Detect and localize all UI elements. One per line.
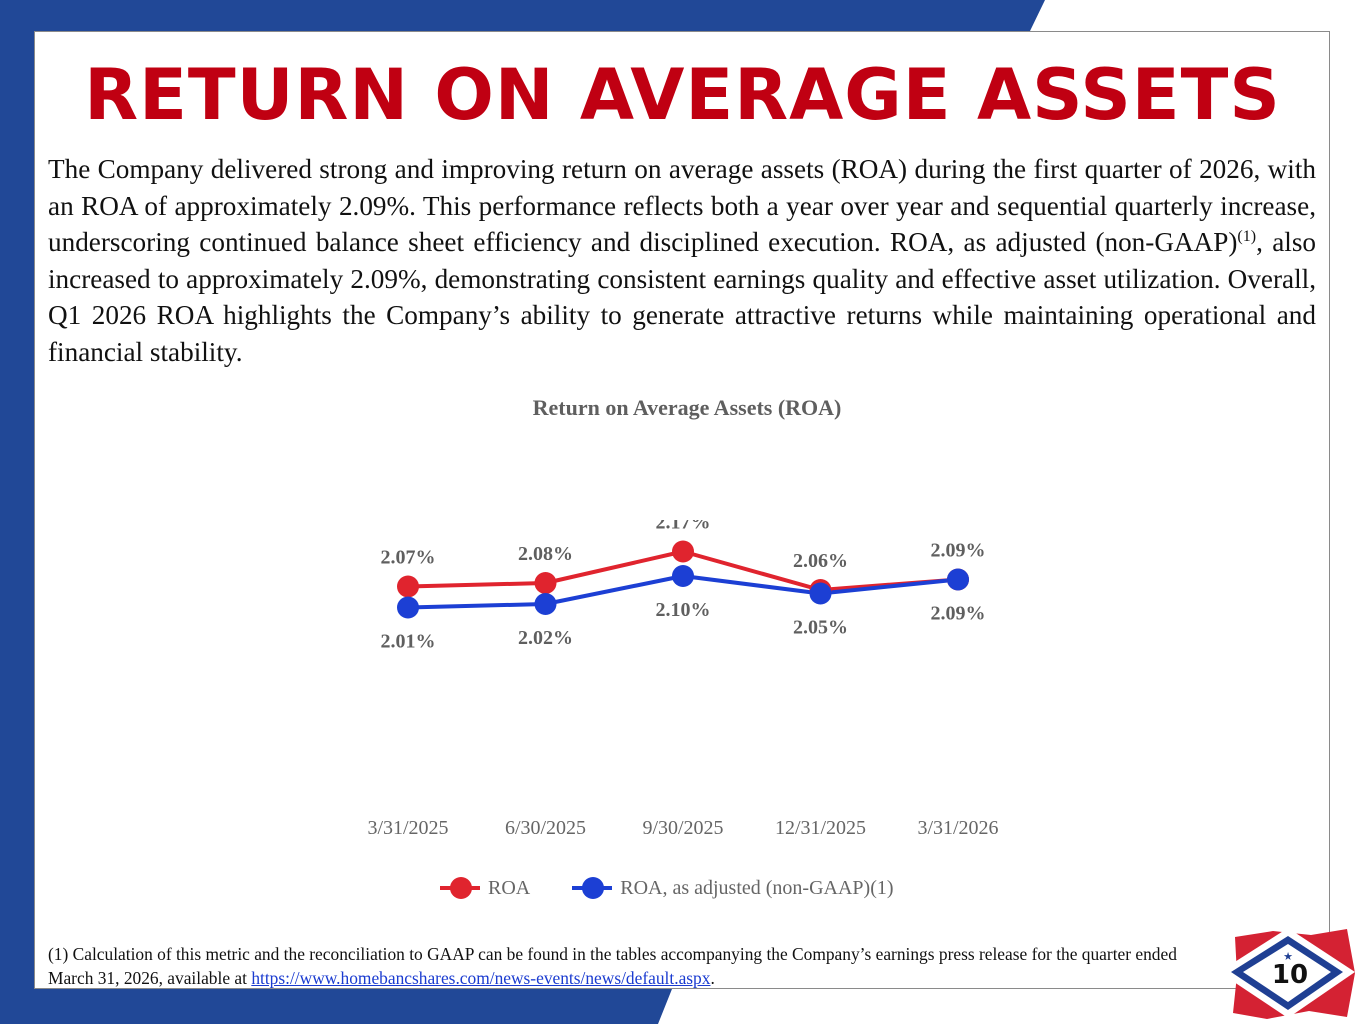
- data-point-adjusted-roa: [947, 568, 969, 591]
- footnote-period: .: [710, 968, 715, 988]
- badge-inner-white-diamond: [1243, 944, 1331, 1002]
- slide-title: RETURN ON AVERAGE ASSETS: [84, 54, 1281, 136]
- data-label-adjusted-roa: 2.05%: [793, 617, 848, 639]
- summary-paragraph: The Company delivered strong and improvi…: [48, 151, 1316, 370]
- earnings-release-link[interactable]: https://www.homebancshares.com/news-even…: [251, 968, 711, 988]
- data-point-adjusted-roa: [672, 565, 694, 587]
- data-label-adjusted-roa: 2.10%: [656, 599, 711, 621]
- data-label-roa: 2.09%: [931, 540, 986, 562]
- data-label-roa: 2.17%: [656, 520, 711, 534]
- x-axis-tick-label: 6/30/2025: [505, 817, 586, 839]
- data-label-adjusted-roa: 2.02%: [518, 627, 573, 649]
- footnote: (1) Calculation of this metric and the r…: [48, 942, 1188, 990]
- data-label-roa: 2.06%: [793, 550, 848, 572]
- chart-title: Return on Average Assets (ROA): [532, 395, 842, 420]
- data-label-roa: 2.08%: [518, 543, 573, 565]
- x-axis-tick-label: 9/30/2025: [642, 817, 723, 839]
- data-point-roa: [397, 575, 419, 598]
- x-axis-tick-label: 3/31/2025: [367, 817, 448, 839]
- footnote-reference: (1): [1237, 227, 1257, 245]
- data-point-adjusted-roa: [397, 596, 419, 619]
- data-point-adjusted-roa: [534, 593, 557, 615]
- data-label-roa: 2.07%: [381, 547, 436, 569]
- data-point-roa: [534, 572, 557, 594]
- data-label-adjusted-roa: 2.09%: [931, 603, 986, 625]
- chart-legend: ROA ROA, as adjusted (non-GAAP)(1): [440, 873, 936, 903]
- x-axis-tick-label: 12/31/2025: [775, 817, 866, 839]
- legend-item-roa: ROA: [440, 877, 530, 900]
- roa-line-chart: 2.07% 2.08% 2.17% 2.06% 2.09% 2.01% 2.02% 2.10%…: [367, 520, 998, 839]
- footnote-text: (1) Calculation of this metric and the r…: [48, 944, 1177, 988]
- page-number: 10: [1272, 960, 1308, 990]
- slide-content-card: [34, 31, 1330, 989]
- x-axis-tick-label: 3/31/2026: [917, 817, 998, 839]
- arkansas-flag-page-badge: ★ 10: [1219, 928, 1355, 1019]
- data-point-adjusted-roa: [809, 582, 832, 605]
- data-label-adjusted-roa: 2.01%: [381, 631, 436, 653]
- legend-item-adjusted-roa: ROA, as adjusted (non-GAAP)(1): [572, 876, 894, 900]
- legend-marker-roa: [440, 877, 480, 899]
- legend-label-adjusted-roa: ROA, as adjusted (non-GAAP)(1): [620, 876, 894, 899]
- summary-text-part-2: , also increased to approximately 2.09%,…: [48, 227, 1316, 367]
- legend-label-roa: ROA: [488, 876, 531, 899]
- summary-text-part-1: The Company delivered strong and improvi…: [48, 154, 1316, 257]
- legend-marker-adjusted-roa: [572, 877, 613, 899]
- badge-star-icon: ★: [1283, 950, 1293, 963]
- data-point-roa: [672, 540, 694, 563]
